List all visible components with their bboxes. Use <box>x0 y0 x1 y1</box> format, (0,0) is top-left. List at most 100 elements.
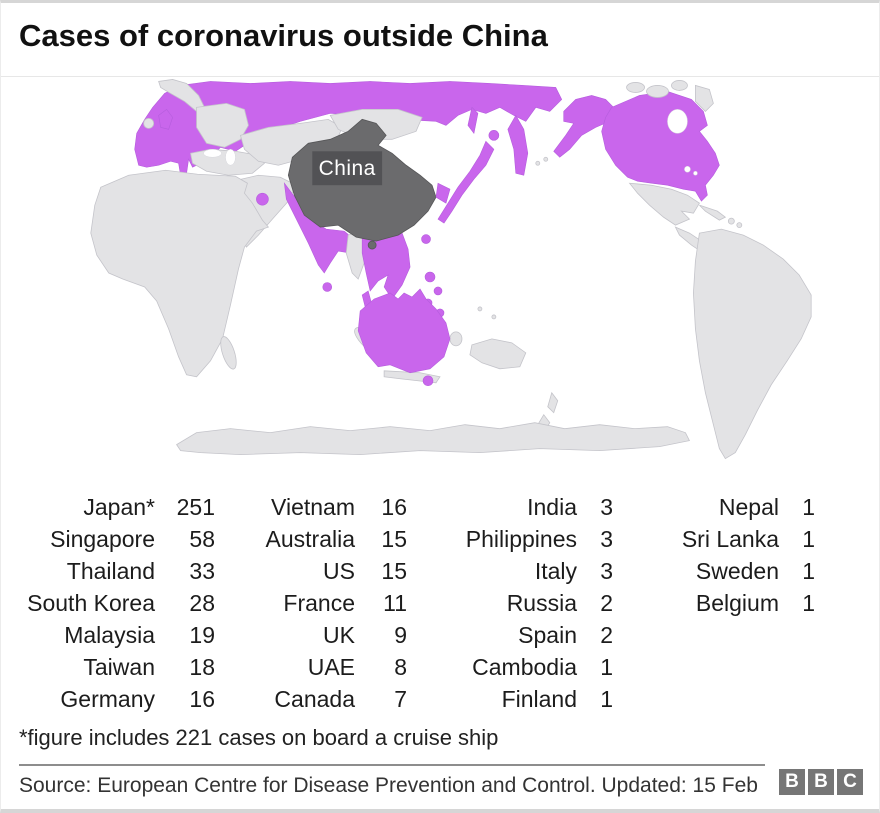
case-count: 3 <box>600 558 613 584</box>
map-region-korea <box>436 183 450 203</box>
map-region-mexico <box>630 183 700 225</box>
map-region-aleutian <box>536 161 540 165</box>
map-region-black-sea <box>204 149 222 157</box>
country-name: South Korea <box>27 590 155 616</box>
map-region-hudson-bay <box>667 109 687 133</box>
map-region-uae <box>256 193 268 205</box>
country-name: Italy <box>534 558 577 584</box>
map-region-uk <box>159 109 173 129</box>
case-count: 15 <box>381 558 407 584</box>
source-row: Source: European Centre for Disease Prev… <box>19 764 863 798</box>
country-name: Nepal <box>718 494 779 520</box>
case-count: 16 <box>189 686 215 712</box>
map-region-philippines <box>434 287 442 295</box>
country-name: France <box>283 590 355 616</box>
case-count: 16 <box>381 494 407 520</box>
country-name: Finland <box>501 686 577 712</box>
map-region-puerto-rico <box>737 223 742 228</box>
map-region-sri-lanka <box>323 282 332 291</box>
map-region-africa <box>91 170 269 377</box>
map-region-antarctica <box>177 423 690 455</box>
map-region-japan <box>438 141 494 223</box>
case-count: 8 <box>394 654 407 680</box>
case-count: 7 <box>394 686 407 712</box>
map-region-alaska <box>554 95 616 157</box>
case-count: 1 <box>802 558 815 584</box>
map-region-great-lake <box>684 166 690 172</box>
case-count: 1 <box>600 654 613 680</box>
country-name: Vietnam <box>271 494 355 520</box>
case-count: 1 <box>802 494 815 520</box>
map-region-greenland <box>695 85 713 111</box>
map-region-philippines <box>425 272 435 282</box>
country-name: UK <box>323 622 355 648</box>
map-region-caspian-sea <box>225 149 235 165</box>
country-name: Belgium <box>695 590 779 616</box>
map-region-taiwan <box>422 235 431 244</box>
country-name: UAE <box>307 654 355 680</box>
country-name: Taiwan <box>83 654 155 680</box>
map-region-kamchatka <box>508 115 528 175</box>
map-region-ireland <box>144 118 154 128</box>
map-region-cuba <box>699 205 725 220</box>
map-region-pacific-island <box>492 315 496 319</box>
cases-table: Japan* 251 Singapore 58 Thailand 33 South Kore… <box>19 491 879 715</box>
bbc-logo-letter: B <box>779 769 805 795</box>
case-count: 2 <box>600 622 613 648</box>
country-name: Canada <box>274 686 355 712</box>
case-count: 15 <box>381 526 407 552</box>
map-region-sakhalin <box>468 107 478 133</box>
map-region-central-europe <box>197 103 249 147</box>
map-region-hispaniola <box>728 218 734 224</box>
country-name: Australia <box>265 526 355 552</box>
case-count: 11 <box>383 590 407 616</box>
map-region-tasmania <box>423 376 433 386</box>
china-label-text: China <box>319 157 376 180</box>
case-count: 18 <box>189 654 215 680</box>
map-region-new-zealand <box>548 393 558 413</box>
case-count: 3 <box>600 526 613 552</box>
case-count: 251 <box>176 494 215 520</box>
case-count: 1 <box>802 590 815 616</box>
country-name: Cambodia <box>472 654 577 680</box>
case-count: 3 <box>600 494 613 520</box>
map-region-hokkaido <box>489 130 499 140</box>
china-label: China <box>312 151 383 186</box>
header: Cases of coronavirus outside China <box>1 3 879 77</box>
country-name: Germany <box>60 686 155 712</box>
source-block: Source: European Centre for Disease Prev… <box>19 764 765 798</box>
country-name: Thailand <box>66 558 155 584</box>
case-count: 9 <box>394 622 407 648</box>
map-region-arctic-island <box>671 80 687 90</box>
country-name: Japan* <box>83 494 155 520</box>
country-name: US <box>323 558 355 584</box>
source-text: Source: European Centre for Disease Prev… <box>19 774 758 797</box>
country-name: Malaysia <box>64 622 155 648</box>
map-region-canada-us <box>602 91 720 201</box>
bbc-logo-letter: C <box>837 769 863 795</box>
map-region-south-america <box>693 229 811 458</box>
map-region-europe-russia <box>135 81 562 175</box>
map-region-great-lake <box>693 171 697 175</box>
country-name: Sri Lanka <box>681 526 779 552</box>
case-count: 1 <box>802 526 815 552</box>
footnote: *figure includes 221 cases on board a cr… <box>19 725 499 750</box>
map-region-australia <box>358 289 450 373</box>
bbc-logo-letter: B <box>808 769 834 795</box>
case-count: 19 <box>189 622 215 648</box>
country-name: Philippines <box>465 526 577 552</box>
country-name: Spain <box>518 622 577 648</box>
map-region-arctic-island <box>647 85 669 97</box>
country-name: Russia <box>506 590 577 616</box>
map-region-arctic-island <box>627 82 645 92</box>
case-count: 28 <box>189 590 215 616</box>
world-map: China <box>1 77 879 481</box>
world-map-svg: China <box>1 77 879 481</box>
case-count: 33 <box>189 558 215 584</box>
country-name: Sweden <box>695 558 779 584</box>
map-region-pacific-island <box>478 307 482 311</box>
map-region-new-guinea <box>470 339 526 369</box>
map-region-sulawesi <box>450 332 462 346</box>
